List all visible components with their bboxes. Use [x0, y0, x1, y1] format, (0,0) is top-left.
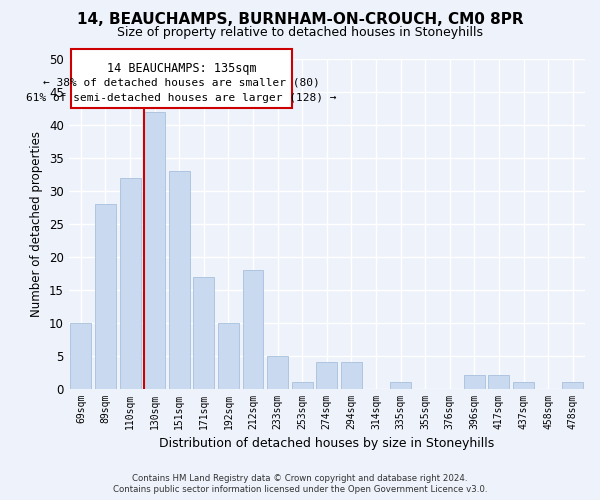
Bar	[119, 178, 140, 388]
Bar	[169, 171, 190, 388]
Y-axis label: Number of detached properties: Number of detached properties	[31, 131, 43, 317]
Bar	[341, 362, 362, 388]
Bar	[218, 322, 239, 388]
Bar	[464, 376, 485, 388]
Text: 14 BEAUCHAMPS: 135sqm: 14 BEAUCHAMPS: 135sqm	[107, 62, 256, 76]
Bar	[513, 382, 534, 388]
Bar	[242, 270, 263, 388]
Bar	[390, 382, 411, 388]
Text: 14, BEAUCHAMPS, BURNHAM-ON-CROUCH, CM0 8PR: 14, BEAUCHAMPS, BURNHAM-ON-CROUCH, CM0 8…	[77, 12, 523, 28]
Bar	[316, 362, 337, 388]
Bar	[70, 322, 91, 388]
Text: Size of property relative to detached houses in Stoneyhills: Size of property relative to detached ho…	[117, 26, 483, 39]
Bar	[193, 276, 214, 388]
Bar	[488, 376, 509, 388]
Bar	[267, 356, 288, 388]
Bar	[144, 112, 165, 388]
FancyBboxPatch shape	[71, 49, 292, 108]
Text: Contains HM Land Registry data © Crown copyright and database right 2024.
Contai: Contains HM Land Registry data © Crown c…	[113, 474, 487, 494]
Bar	[562, 382, 583, 388]
X-axis label: Distribution of detached houses by size in Stoneyhills: Distribution of detached houses by size …	[159, 437, 494, 450]
Bar	[95, 204, 116, 388]
Bar	[292, 382, 313, 388]
Text: ← 38% of detached houses are smaller (80): ← 38% of detached houses are smaller (80…	[43, 78, 320, 88]
Text: 61% of semi-detached houses are larger (128) →: 61% of semi-detached houses are larger (…	[26, 94, 337, 104]
